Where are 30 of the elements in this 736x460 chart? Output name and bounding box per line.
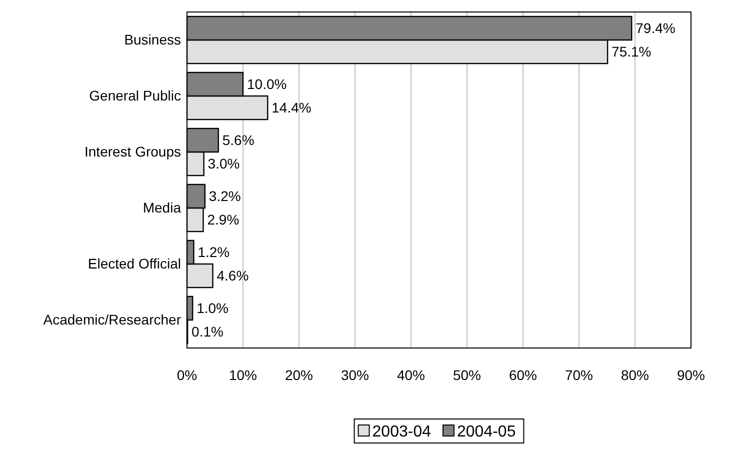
x-tick-label: 10% bbox=[228, 366, 258, 383]
y-tick-label: Academic/Researcher bbox=[43, 311, 182, 328]
legend-label: 2003-04 bbox=[372, 424, 432, 441]
data-label: 79.4% bbox=[636, 20, 676, 36]
data-label: 0.1% bbox=[192, 324, 224, 340]
data-label: 4.6% bbox=[216, 268, 249, 284]
data-label: 75.1% bbox=[612, 44, 652, 60]
x-tick-label: 80% bbox=[620, 366, 650, 383]
x-tick-label: 90% bbox=[676, 366, 706, 383]
data-label: 3.0% bbox=[208, 156, 240, 172]
x-tick-label: 60% bbox=[508, 366, 538, 383]
legend-label: 2004-05 bbox=[457, 424, 516, 441]
data-label: 14.4% bbox=[272, 100, 312, 116]
x-tick-label: 70% bbox=[564, 366, 594, 383]
y-tick-label: Media bbox=[142, 199, 182, 216]
x-tick-label: 20% bbox=[284, 366, 314, 383]
data-label: 1.2% bbox=[198, 244, 230, 260]
data-label: 1.0% bbox=[196, 300, 229, 316]
y-tick-label: Elected Official bbox=[88, 255, 181, 272]
data-label: 2.9% bbox=[207, 212, 240, 228]
x-tick-label: 30% bbox=[340, 366, 370, 383]
x-tick-label: 40% bbox=[396, 366, 426, 383]
data-label: 3.2% bbox=[208, 188, 241, 204]
x-tick-label: 0% bbox=[176, 366, 198, 383]
data-label: 5.6% bbox=[222, 132, 254, 148]
y-tick-label: Interest Groups bbox=[84, 143, 181, 160]
y-tick-label: Business bbox=[124, 31, 181, 48]
x-tick-label: 50% bbox=[452, 366, 482, 383]
data-label: 10.0% bbox=[247, 76, 287, 92]
y-tick-label: General Public bbox=[89, 87, 181, 104]
